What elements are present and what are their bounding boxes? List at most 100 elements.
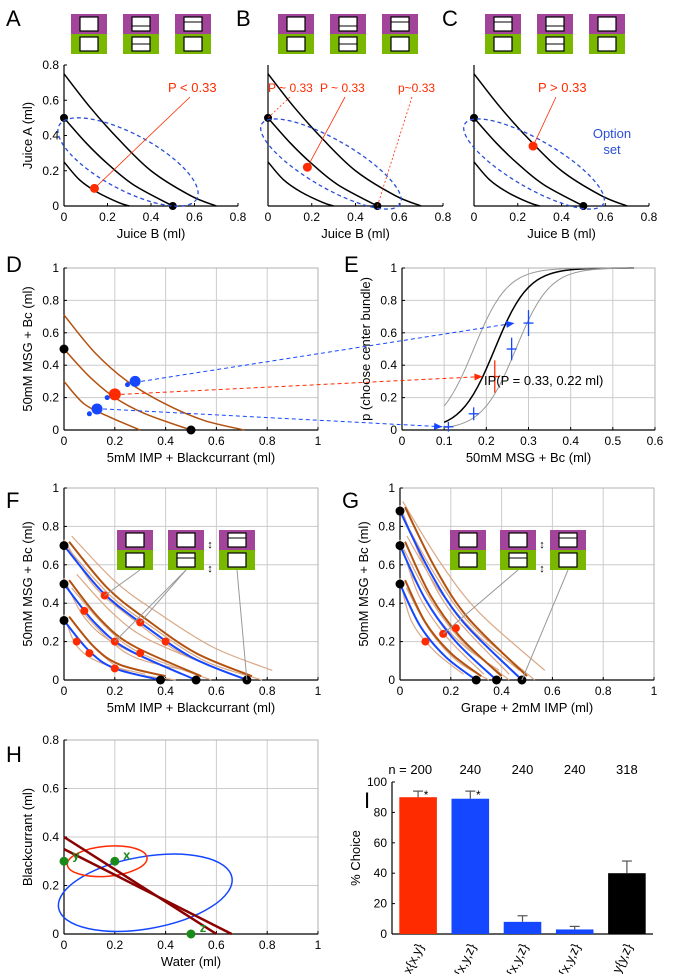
x-axis-label: 5mM IMP + Blackcurrant (ml): [107, 700, 275, 715]
point-label: x: [123, 847, 131, 862]
y-tick-label: 1: [52, 481, 59, 495]
indifference-curve: [63, 73, 217, 207]
blue-point: [104, 395, 110, 401]
bundle-top-square: [286, 16, 306, 32]
y-axis-label: Juice A (ml): [20, 102, 35, 169]
category-label: x{x,y,z}: [448, 940, 479, 974]
y-tick-label: 0.4: [42, 358, 59, 372]
bundle-top-square: [183, 16, 203, 32]
x-tick-label: 0.4: [157, 434, 174, 448]
callout-line: [236, 569, 248, 681]
indifference-curve-light: [399, 578, 464, 675]
bundle-top-square: [79, 16, 99, 32]
x-tick-label: 0.8: [230, 210, 247, 224]
bundle-bottom-square: [558, 552, 578, 568]
category-label: z{x,y,z}: [553, 940, 584, 974]
bundle-top-square: [508, 532, 528, 548]
red-point: [451, 624, 460, 633]
x-tick-label: 0.8: [259, 684, 276, 698]
psychometric-fit: [443, 267, 634, 407]
x-tick-label: 0.6: [647, 434, 664, 448]
bundle-top-square: [131, 16, 151, 32]
x-tick-label: 0.2: [106, 938, 123, 952]
significance-mark: *: [476, 788, 481, 802]
blue-point: [129, 375, 141, 387]
red-point: [80, 606, 89, 615]
x-tick-label: 0: [61, 684, 68, 698]
panel-letter: C: [442, 6, 458, 31]
bundle-icon: [330, 14, 366, 54]
indifference-curve: [63, 117, 174, 207]
y-tick-label: 0.2: [42, 391, 59, 405]
indifference-curve: [473, 161, 540, 207]
bundle-bottom-square: [458, 552, 478, 568]
x-tick-label: 0.8: [259, 938, 276, 952]
bundle-bottom-square: [390, 36, 410, 52]
y-axis-label: 50mM MSG + Bc (ml): [356, 521, 371, 646]
y-tick-label: 0: [390, 423, 397, 437]
option-set-ellipse: [66, 845, 148, 878]
x-tick-label: 0: [265, 210, 272, 224]
y-tick-label: 1: [388, 481, 395, 495]
x-tick-label: 0.2: [442, 684, 459, 698]
y-tick-label: 0.4: [42, 830, 59, 844]
option-set-ellipse: [463, 118, 605, 210]
bundle-bottom-square: [493, 36, 513, 52]
callout-line: [114, 569, 187, 642]
x-axis-label: Juice B (ml): [321, 226, 390, 241]
double-arrow-icon: ↕: [207, 539, 213, 551]
x-tick-label: 0.1: [436, 434, 453, 448]
y-axis-label: 50mM MSG + Bc (ml): [20, 521, 35, 646]
callout-line: [139, 569, 187, 623]
y-tick-label: 0: [380, 927, 387, 941]
red-point: [85, 649, 94, 658]
bundle-icon: [500, 530, 536, 570]
y-tick-label: 80: [374, 805, 388, 819]
y-tick-label: 0.4: [42, 596, 59, 610]
bundle-icon: [219, 530, 255, 570]
x-tick-label: 0.6: [186, 210, 203, 224]
y-tick-label: 40: [374, 866, 388, 880]
n-label: 240: [512, 762, 534, 777]
y-tick-label: 0: [52, 423, 59, 437]
mapping-arrow: [120, 376, 483, 395]
y-tick-label: 0: [52, 673, 59, 687]
indifference-curve: [473, 117, 584, 207]
bar: [399, 797, 437, 934]
y-tick-label: 0.6: [378, 558, 395, 572]
x-tick-label: 0.2: [509, 210, 526, 224]
bundle-icon: [485, 14, 521, 54]
y-tick-label: 0: [388, 673, 395, 687]
bundle-icon: [450, 530, 486, 570]
mapping-arrow: [102, 408, 443, 428]
y-tick-label: 0.6: [380, 326, 397, 340]
x-axis-label: Grape + 2mM IMP (ml): [461, 700, 593, 715]
indifference-curve: [63, 348, 192, 431]
bundle-icon: [71, 14, 107, 54]
bundle-icon: [175, 14, 211, 54]
x-tick-label: 0.2: [106, 684, 123, 698]
y-axis-label: p (choose center bundle): [358, 277, 373, 421]
bundle-icon: [550, 530, 586, 570]
indifference-curve: [63, 314, 245, 431]
bundle-bottom-square: [176, 552, 196, 568]
y-tick-label: 0.8: [42, 519, 59, 533]
x-axis-label: 5mM IMP + Blackcurrant (ml): [107, 450, 275, 465]
y-tick-label: 1: [390, 261, 397, 275]
y-tick-label: 0.6: [42, 326, 59, 340]
panel-letter: H: [6, 742, 22, 767]
mapping-arrow-head: [505, 320, 515, 328]
y-tick-label: 60: [374, 836, 388, 850]
n-label: 318: [616, 762, 638, 777]
y-tick-label: 0.4: [378, 596, 395, 610]
plot-frame: [63, 267, 319, 431]
y-tick-label: 0.6: [42, 782, 59, 796]
y-tick-label: 0.2: [42, 879, 59, 893]
bundle-icon: [382, 14, 418, 54]
bundle-bottom-square: [597, 36, 617, 52]
double-arrow-icon: ↕: [207, 563, 213, 575]
y-tick-label: 0.4: [42, 129, 59, 143]
x-tick-label: 0.3: [520, 434, 537, 448]
x-tick-label: 0.8: [259, 434, 276, 448]
x-axis-label: Water (ml): [161, 954, 221, 969]
